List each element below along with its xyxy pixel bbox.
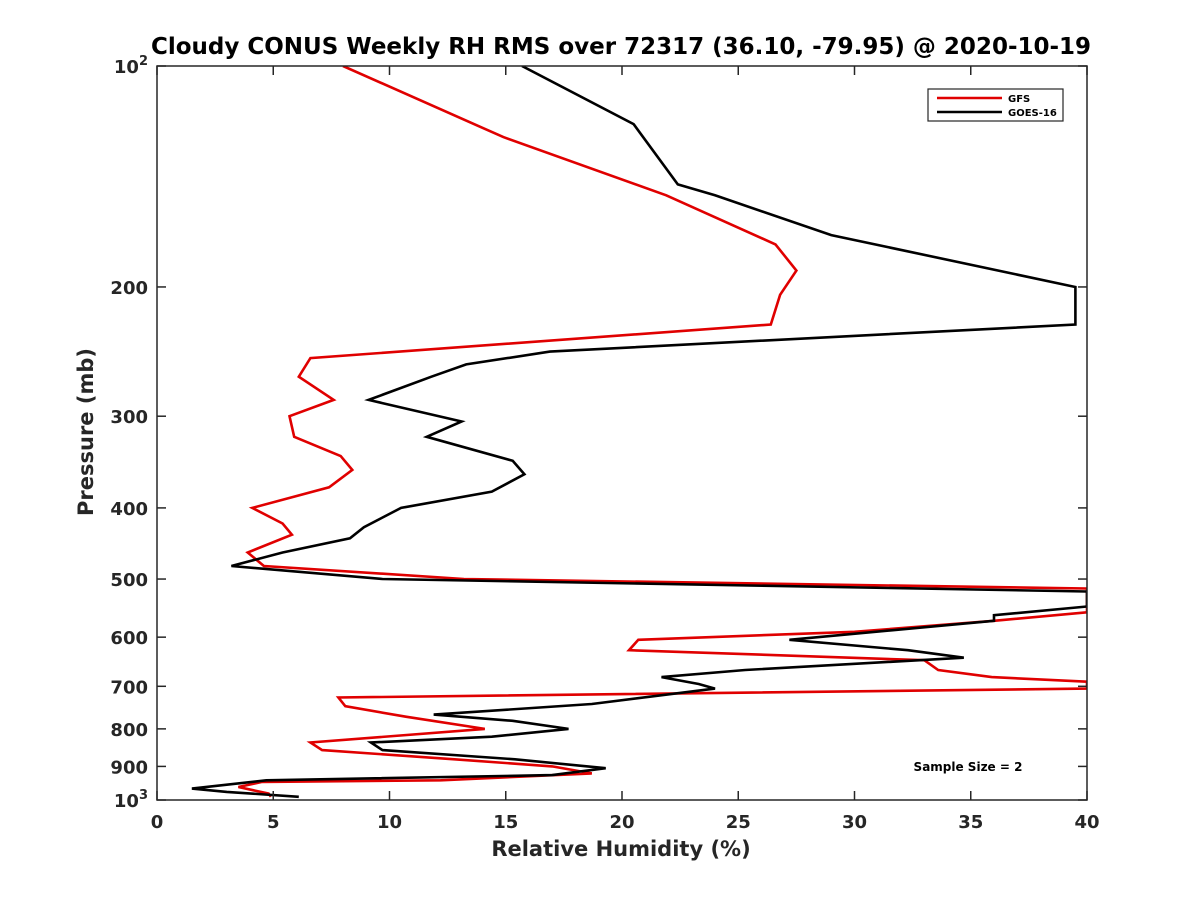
series-line-gfs	[238, 66, 1087, 798]
series-layer	[191, 66, 1087, 799]
x-tick-label: 5	[267, 812, 280, 833]
y-tick-label: 300	[110, 407, 148, 428]
series-line-goes-16	[191, 66, 1087, 799]
x-tick-label: 0	[151, 812, 164, 833]
y-tick-label: 400	[110, 499, 148, 520]
x-tick-label: 30	[842, 812, 867, 833]
x-tick-label: 15	[493, 812, 518, 833]
legend: GFS GOES-16	[927, 88, 1064, 122]
y-axis-label: Pressure (mb)	[74, 348, 98, 516]
sample-size-annotation: Sample Size = 2	[914, 760, 1023, 774]
x-tick-label: 40	[1074, 812, 1099, 833]
y-tick-label: 900	[110, 757, 148, 778]
x-tick-label: 20	[609, 812, 634, 833]
x-tick-label: 35	[958, 812, 983, 833]
chart-title: Cloudy CONUS Weekly RH RMS over 72317 (3…	[151, 34, 1091, 60]
x-tick-label: 25	[726, 812, 751, 833]
y-tick-label: 102	[114, 54, 148, 78]
legend-entry: GOES-16	[1008, 108, 1057, 119]
y-tick-label: 700	[110, 677, 148, 698]
x-tick-label: 10	[377, 812, 402, 833]
y-tick-label: 500	[110, 570, 148, 591]
y-tick-label: 800	[110, 720, 148, 741]
y-tick-label: 600	[110, 628, 148, 649]
y-axis: 102 200 300 400 500 600 700 800 900 103	[110, 54, 1087, 812]
y-tick-label: 103	[114, 788, 148, 812]
legend-entry: GFS	[1008, 94, 1030, 105]
y-tick-label: 200	[110, 278, 148, 299]
x-axis: 0 5 10 15 20 25 30 35 40	[151, 66, 1100, 833]
x-axis-label: Relative Humidity (%)	[491, 837, 750, 861]
legend-box	[927, 88, 1064, 122]
